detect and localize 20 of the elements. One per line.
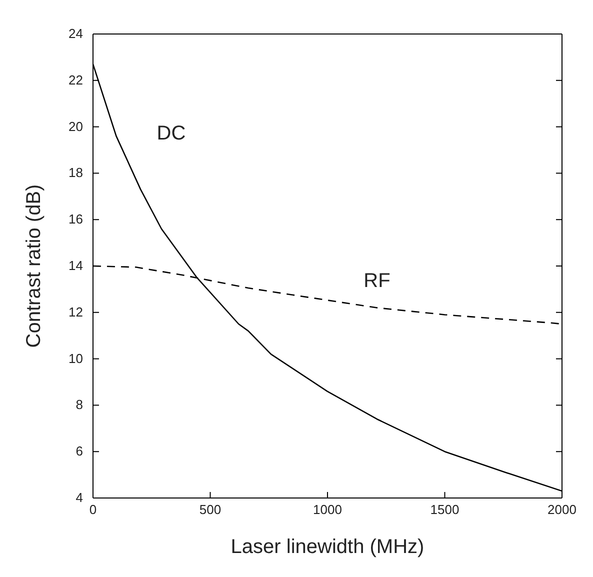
- x-tick-label: 500: [199, 502, 222, 517]
- series-label: DC: [156, 122, 186, 144]
- y-tick-label: 6: [76, 444, 83, 459]
- y-tick-label: 20: [68, 118, 83, 134]
- x-tick-label: 0: [89, 502, 97, 517]
- x-tick-label: 1500: [430, 502, 460, 517]
- x-tick-label: 1000: [313, 502, 342, 517]
- y-tick-label: 10: [68, 350, 83, 366]
- y-tick-label: 16: [68, 212, 83, 227]
- y-axis-title: Contrast ratio (dB): [23, 184, 46, 348]
- y-tick-label: 12: [68, 304, 83, 320]
- y-tick-label: 22: [68, 72, 83, 88]
- y-tick-label: 14: [68, 258, 83, 273]
- y-tick-label: 4: [76, 490, 83, 505]
- series-label: RF: [364, 270, 390, 292]
- y-tick-label: 18: [68, 165, 83, 180]
- y-tick-label: 24: [68, 26, 83, 41]
- x-tick-label: 2000: [548, 502, 576, 517]
- y-tick-label: 8: [76, 397, 83, 412]
- x-axis-title: Laser linewidth (MHz): [230, 536, 424, 558]
